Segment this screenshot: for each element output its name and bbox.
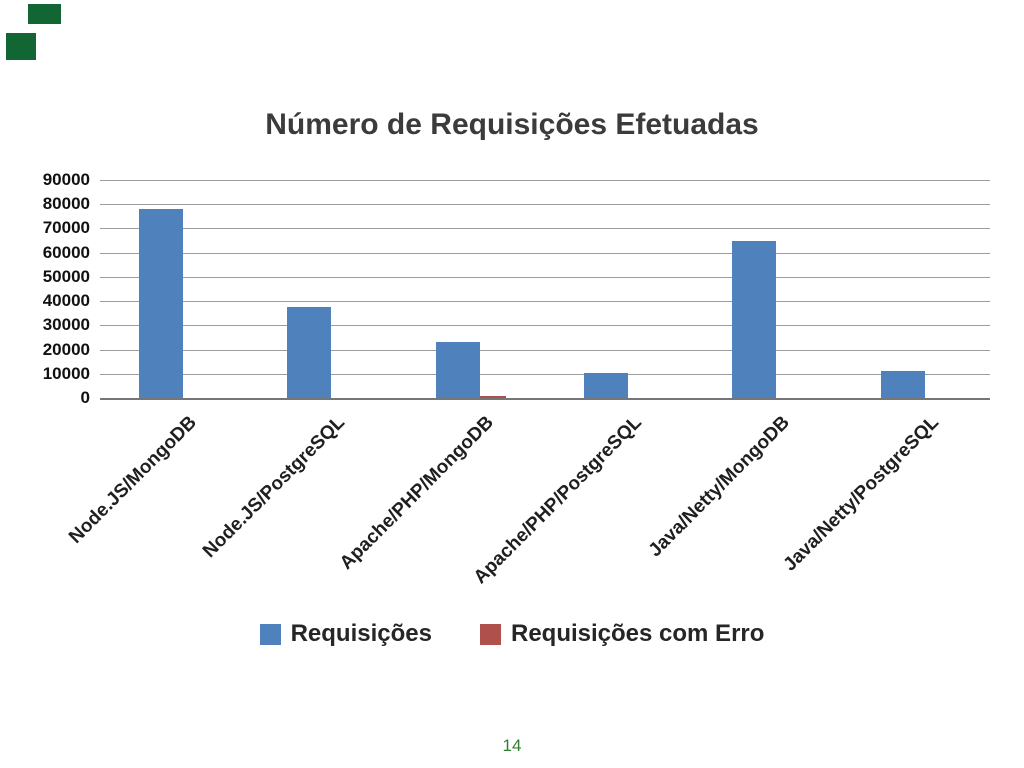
bar-requisicoes bbox=[584, 373, 629, 398]
x-axis-label: Apache/PHP/MongoDB bbox=[335, 412, 498, 574]
legend-swatch bbox=[479, 623, 501, 645]
bar-requisicoes bbox=[880, 371, 925, 398]
slide-deco-top-square bbox=[28, 4, 61, 24]
gridline bbox=[100, 204, 990, 206]
y-tick-label: 60000 bbox=[42, 242, 90, 262]
y-tick-label: 90000 bbox=[42, 170, 90, 189]
gridlines bbox=[100, 180, 990, 398]
legend-item: Requisições com Erro bbox=[479, 620, 765, 648]
y-tick-label: 70000 bbox=[42, 218, 90, 238]
bar-group bbox=[248, 180, 396, 398]
y-tick-label: 40000 bbox=[42, 291, 90, 311]
gridline bbox=[100, 301, 990, 303]
bar-requisicoes bbox=[732, 241, 777, 398]
chart-title: Número de Requisições Efetuadas bbox=[265, 108, 759, 141]
bar-requisicoes bbox=[435, 342, 480, 398]
slide-deco-left-square bbox=[6, 33, 36, 60]
gridline bbox=[100, 252, 990, 254]
gridline bbox=[100, 349, 990, 351]
gridline bbox=[100, 276, 990, 278]
y-tick-label: 0 bbox=[80, 388, 90, 407]
legend-swatch bbox=[259, 623, 281, 645]
bar-group bbox=[545, 180, 693, 398]
y-tick-label: 30000 bbox=[42, 315, 90, 335]
legend-item: Requisições bbox=[259, 620, 432, 648]
gridline bbox=[100, 228, 990, 230]
legend-label: Requisições bbox=[290, 620, 432, 647]
bar-requisicoes bbox=[287, 307, 332, 398]
plot-area bbox=[100, 180, 990, 400]
bar-group bbox=[397, 180, 545, 398]
y-axis: 0 10000 20000 30000 40000 50000 60000 70000 8000… bbox=[0, 171, 90, 407]
page-number: 14 bbox=[502, 736, 522, 755]
bar-group bbox=[100, 180, 248, 398]
legend: Requisições Requisições com Erro bbox=[0, 620, 1024, 648]
gridline bbox=[100, 180, 990, 181]
bar-group bbox=[693, 180, 841, 398]
y-tick-label: 20000 bbox=[42, 339, 90, 359]
bar-group bbox=[842, 180, 990, 398]
x-axis-label: Java/Netty/MongoDB bbox=[645, 412, 795, 562]
x-axis-label: Java/Netty/PostgreSQL bbox=[779, 412, 943, 576]
bar-requisicoes bbox=[139, 209, 184, 398]
x-axis-label: Node.JS/MongoDB bbox=[65, 412, 202, 548]
x-axis-label: Node.JS/PostgreSQL bbox=[199, 412, 350, 562]
gridline bbox=[100, 373, 990, 375]
y-tick-label: 10000 bbox=[42, 363, 90, 383]
gridline bbox=[100, 325, 990, 327]
bar-requisicoes-com-erro bbox=[479, 396, 506, 398]
y-tick-label: 50000 bbox=[42, 266, 90, 286]
legend-label: Requisições com Erro bbox=[510, 620, 765, 647]
x-axis-label: Apache/PHP/PostgreSQL bbox=[469, 412, 647, 589]
y-tick-label: 80000 bbox=[42, 194, 90, 214]
bars-layer bbox=[100, 180, 990, 398]
x-axis-labels: Node.JS/MongoDB Node.JS/PostgreSQL Apache/… bbox=[65, 404, 990, 604]
